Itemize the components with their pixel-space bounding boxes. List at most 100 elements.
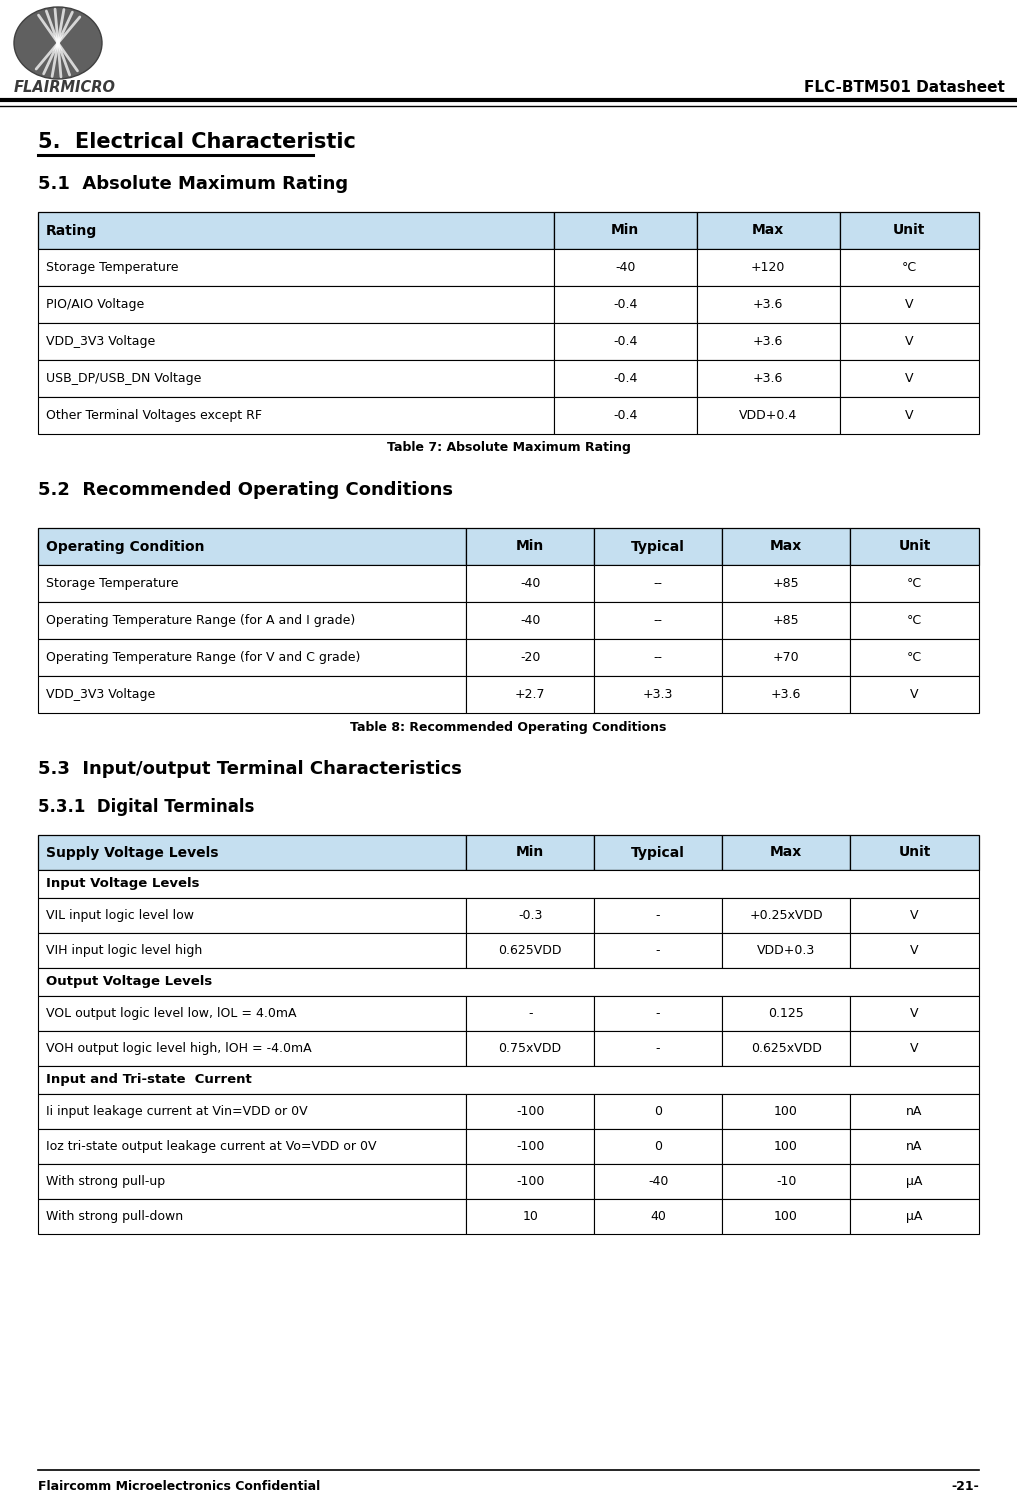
Text: VIH input logic level high: VIH input logic level high <box>46 944 202 957</box>
Text: 5.2  Recommended Operating Conditions: 5.2 Recommended Operating Conditions <box>38 482 453 500</box>
Text: 10: 10 <box>522 1210 538 1222</box>
Text: 5.3  Input/output Terminal Characteristics: 5.3 Input/output Terminal Characteristic… <box>38 760 462 778</box>
Bar <box>466 676 594 712</box>
Text: -100: -100 <box>516 1140 544 1154</box>
Bar <box>722 602 850 639</box>
Bar <box>697 286 840 322</box>
Text: Typical: Typical <box>632 846 685 859</box>
Bar <box>594 933 722 968</box>
Text: --: -- <box>654 578 663 590</box>
Bar <box>722 1094 850 1130</box>
Bar <box>594 898 722 933</box>
Text: +85: +85 <box>773 614 799 627</box>
Bar <box>722 1198 850 1234</box>
Bar <box>38 211 553 249</box>
Bar <box>594 1130 722 1164</box>
Text: +3.6: +3.6 <box>753 372 783 386</box>
Text: Typical: Typical <box>632 540 685 554</box>
Text: V: V <box>910 944 918 957</box>
Text: VIL input logic level low: VIL input logic level low <box>46 909 194 922</box>
Text: 100: 100 <box>774 1210 798 1222</box>
Bar <box>38 398 553 433</box>
Bar <box>594 639 722 676</box>
Bar <box>722 933 850 968</box>
Text: Storage Temperature: Storage Temperature <box>46 261 179 274</box>
Bar <box>553 211 697 249</box>
Bar <box>722 528 850 566</box>
Text: Other Terminal Voltages except RF: Other Terminal Voltages except RF <box>46 410 262 422</box>
Bar <box>697 360 840 398</box>
Bar <box>722 639 850 676</box>
Bar <box>38 286 553 322</box>
Bar <box>850 898 979 933</box>
Bar <box>38 1094 466 1130</box>
Bar <box>38 602 466 639</box>
Text: +70: +70 <box>773 651 799 664</box>
Bar <box>840 286 979 322</box>
Text: Ioz tri-state output leakage current at Vo=VDD or 0V: Ioz tri-state output leakage current at … <box>46 1140 376 1154</box>
Text: Max: Max <box>770 540 802 554</box>
Bar <box>722 836 850 870</box>
Text: °C: °C <box>907 578 922 590</box>
Bar <box>840 360 979 398</box>
Text: --: -- <box>654 651 663 664</box>
Text: Min: Min <box>516 540 544 554</box>
Text: +3.6: +3.6 <box>753 334 783 348</box>
Bar <box>553 249 697 286</box>
Text: -40: -40 <box>520 578 540 590</box>
Text: Input Voltage Levels: Input Voltage Levels <box>46 878 199 891</box>
Text: 0.625VDD: 0.625VDD <box>498 944 562 957</box>
Bar <box>594 996 722 1030</box>
Bar <box>38 1030 466 1066</box>
Text: Rating: Rating <box>46 224 98 237</box>
Text: PIO/AIO Voltage: PIO/AIO Voltage <box>46 298 144 310</box>
Text: V: V <box>910 1007 918 1020</box>
Text: °C: °C <box>907 651 922 664</box>
Bar <box>38 639 466 676</box>
Bar <box>594 1164 722 1198</box>
Text: μA: μA <box>906 1210 922 1222</box>
Bar <box>466 1030 594 1066</box>
Text: FLC-BTM501 Datasheet: FLC-BTM501 Datasheet <box>804 80 1005 94</box>
Text: 0.125: 0.125 <box>768 1007 804 1020</box>
Text: 0.625xVDD: 0.625xVDD <box>751 1042 822 1054</box>
Bar <box>594 566 722 602</box>
Text: -: - <box>656 1007 660 1020</box>
Bar <box>722 676 850 712</box>
Bar <box>38 1164 466 1198</box>
Bar <box>38 968 979 996</box>
Bar <box>697 322 840 360</box>
Text: 0: 0 <box>654 1106 662 1118</box>
Bar <box>38 1198 466 1234</box>
Bar <box>594 602 722 639</box>
Text: nA: nA <box>906 1106 922 1118</box>
Bar <box>850 1164 979 1198</box>
Bar <box>850 602 979 639</box>
Text: V: V <box>910 909 918 922</box>
Text: -21-: -21- <box>951 1479 979 1492</box>
Bar <box>466 836 594 870</box>
Bar <box>594 1094 722 1130</box>
Bar <box>850 1030 979 1066</box>
Bar <box>38 676 466 712</box>
Bar <box>850 676 979 712</box>
Text: --: -- <box>654 614 663 627</box>
Bar <box>38 898 466 933</box>
Bar <box>840 322 979 360</box>
Text: Table 8: Recommended Operating Conditions: Table 8: Recommended Operating Condition… <box>350 720 667 734</box>
Bar <box>594 1198 722 1234</box>
Bar <box>38 322 553 360</box>
Text: -: - <box>656 1042 660 1054</box>
Bar <box>697 249 840 286</box>
Text: °C: °C <box>902 261 917 274</box>
Text: Supply Voltage Levels: Supply Voltage Levels <box>46 846 219 859</box>
Bar <box>850 1198 979 1234</box>
Text: Flaircomm Microelectronics Confidential: Flaircomm Microelectronics Confidential <box>38 1479 320 1492</box>
Bar <box>466 566 594 602</box>
Bar <box>466 1094 594 1130</box>
Text: Storage Temperature: Storage Temperature <box>46 578 179 590</box>
Text: μA: μA <box>906 1174 922 1188</box>
Text: VDD+0.3: VDD+0.3 <box>757 944 816 957</box>
Text: V: V <box>905 410 913 422</box>
Bar <box>553 398 697 433</box>
